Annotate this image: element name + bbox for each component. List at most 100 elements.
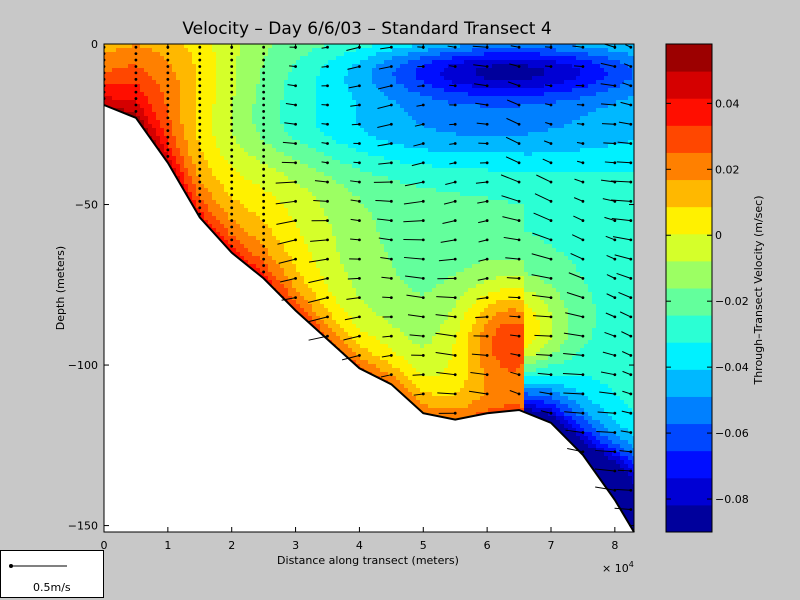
contour-cell — [232, 172, 237, 177]
contour-cell — [256, 124, 261, 129]
contour-cell — [148, 124, 153, 129]
contour-cell — [192, 152, 197, 157]
contour-cell — [192, 64, 197, 69]
contour-cell — [212, 52, 217, 57]
contour-cell — [216, 60, 221, 65]
contour-cell — [184, 160, 189, 165]
contour-cell — [132, 72, 137, 77]
contour-cell — [256, 216, 261, 221]
contour-cell — [248, 148, 253, 153]
contour-cell — [192, 60, 197, 65]
contour-cell — [232, 212, 237, 217]
contour-cell — [176, 84, 181, 89]
contour-cell — [244, 180, 249, 185]
contour-cell — [236, 124, 241, 129]
contour-cell — [152, 116, 157, 121]
contour-cell — [236, 200, 241, 205]
contour-cell — [124, 88, 129, 93]
contour-cell — [196, 184, 201, 189]
contour-cell — [196, 104, 201, 109]
contour-cell — [184, 184, 189, 189]
contour-cell — [264, 160, 269, 165]
contour-cell — [128, 64, 133, 69]
contour-cell — [220, 136, 225, 141]
contour-cell — [240, 172, 245, 177]
contour-cell — [248, 216, 253, 221]
contour-cell — [228, 208, 233, 213]
contour-cell — [256, 268, 261, 273]
contour-cell — [160, 108, 165, 113]
contour-cell — [172, 116, 177, 121]
contour-cell — [108, 48, 113, 53]
contour-cell — [176, 164, 181, 169]
contour-cell — [240, 216, 245, 221]
contour-cell — [160, 88, 165, 93]
contour-cell — [248, 80, 253, 85]
contour-cell — [252, 180, 257, 185]
contour-cell — [212, 60, 217, 65]
contour-cell — [212, 156, 217, 161]
contour-cell — [128, 52, 133, 57]
contour-cell — [224, 100, 229, 105]
contour-cell — [144, 108, 149, 113]
contour-cell — [176, 68, 181, 73]
contour-cell — [260, 108, 265, 113]
contour-cell — [200, 84, 205, 89]
contour-cell — [252, 236, 257, 241]
contour-cell — [212, 128, 217, 133]
contour-cell — [232, 92, 237, 97]
contour-cell — [256, 188, 261, 193]
contour-cell — [260, 196, 265, 201]
contour-cell — [188, 64, 193, 69]
contour-cell — [204, 160, 209, 165]
contour-cell — [136, 52, 141, 57]
contour-cell — [176, 48, 181, 53]
contour-cell — [152, 76, 157, 81]
contour-cell — [220, 228, 225, 233]
contour-cell — [232, 68, 237, 73]
contour-cell — [176, 160, 181, 165]
contour-cell — [260, 236, 265, 241]
contour-cell — [248, 264, 253, 269]
contour-cell — [264, 236, 269, 241]
contour-cell — [112, 96, 117, 101]
contour-cell — [112, 64, 117, 69]
contour-cell — [244, 228, 249, 233]
contour-cell — [184, 156, 189, 161]
contour-cell — [260, 204, 265, 209]
contour-cell — [172, 144, 177, 149]
contour-cell — [208, 68, 213, 73]
contour-cell — [252, 176, 257, 181]
contour-cell — [168, 80, 173, 85]
contour-cell — [204, 80, 209, 85]
contour-cell — [184, 80, 189, 85]
contour-cell — [180, 172, 185, 177]
contour-cell — [248, 156, 253, 161]
contour-cell — [216, 220, 221, 225]
contour-cell — [232, 76, 237, 81]
contour-cell — [256, 240, 261, 245]
contour-cell — [204, 208, 209, 213]
contour-cell — [192, 144, 197, 149]
contour-cell — [120, 64, 125, 69]
contour-cell — [116, 48, 121, 53]
contour-cell — [168, 112, 173, 117]
contour-cell — [160, 120, 165, 125]
contour-cell — [208, 216, 213, 221]
contour-cell — [204, 72, 209, 77]
contour-cell — [116, 100, 121, 105]
contour-cell — [264, 76, 269, 81]
contour-cell — [108, 96, 113, 101]
contour-cell — [256, 256, 261, 261]
contour-cell — [264, 208, 269, 213]
contour-cell — [228, 168, 233, 173]
contour-cell — [236, 236, 241, 241]
contour-cell — [232, 200, 237, 205]
contour-cell — [212, 84, 217, 89]
contour-cell — [236, 244, 241, 249]
contour-cell — [200, 200, 205, 205]
contour-cell — [128, 56, 133, 61]
contour-cell — [248, 184, 253, 189]
contour-cell — [176, 80, 181, 85]
contour-cell — [216, 88, 221, 93]
